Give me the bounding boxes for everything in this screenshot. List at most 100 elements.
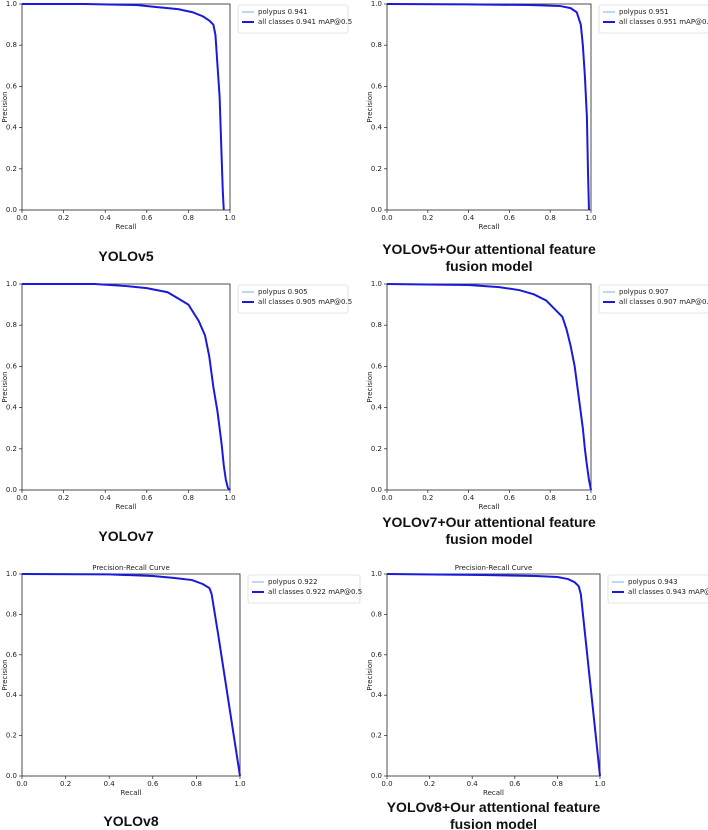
- legend-label: all classes 0.905 mAP@0.5: [258, 298, 352, 306]
- y-tick-label: 0.8: [371, 41, 382, 49]
- y-tick-label: 0.4: [6, 404, 18, 412]
- x-tick-label: 0.2: [422, 494, 433, 502]
- plot-area: [386, 283, 592, 491]
- legend-label: polypus 0.941: [258, 8, 308, 16]
- y-tick-label: 0.6: [371, 651, 383, 659]
- x-tick-label: 1.0: [585, 494, 596, 502]
- legend-label: polypus 0.907: [619, 288, 669, 296]
- y-tick-label: 0.4: [6, 124, 18, 132]
- x-axis-label: Recall: [121, 789, 142, 797]
- x-tick-label: 0.4: [463, 494, 475, 502]
- plot-area: [386, 3, 592, 211]
- y-tick-label: 0.2: [6, 732, 17, 740]
- x-tick-label: 0.6: [504, 214, 516, 222]
- x-tick-label: 0.0: [381, 494, 392, 502]
- plot-area: [386, 573, 601, 777]
- x-tick-label: 0.0: [16, 494, 27, 502]
- plot-area: [21, 283, 231, 491]
- y-tick-label: 0.4: [371, 124, 383, 132]
- x-axis-label: Recall: [116, 223, 137, 231]
- caption: YOLOv7: [98, 528, 154, 544]
- pr-curve: [386, 283, 592, 491]
- x-tick-label: 0.0: [16, 214, 27, 222]
- y-tick-label: 1.0: [6, 0, 17, 8]
- x-tick-label: 0.0: [16, 780, 27, 788]
- x-tick-label: 0.8: [545, 494, 556, 502]
- x-tick-label: 0.2: [58, 494, 69, 502]
- y-tick-label: 0.8: [6, 321, 17, 329]
- y-tick-label: 0.0: [371, 486, 382, 494]
- y-tick-label: 1.0: [371, 0, 382, 8]
- y-axis-label: Precision: [1, 371, 9, 402]
- x-tick-label: 1.0: [224, 494, 235, 502]
- x-tick-label: 0.4: [100, 494, 112, 502]
- x-tick-label: 1.0: [585, 214, 596, 222]
- legend-label: all classes 0.951 mAP@0.5: [619, 18, 708, 26]
- pr-curve: [22, 283, 231, 491]
- caption: YOLOv5+Our attentional feature fusion mo…: [382, 241, 596, 274]
- legend-box: [237, 284, 349, 314]
- x-tick-label: 0.6: [509, 780, 521, 788]
- y-tick-label: 0.4: [6, 691, 18, 699]
- y-tick-label: 0.2: [371, 445, 382, 453]
- legend-label: all classes 0.907 mAP@0.5: [619, 298, 708, 306]
- x-axis-label: Recall: [483, 789, 504, 797]
- pr-curve: [386, 3, 590, 211]
- legend-label: polypus 0.905: [258, 288, 308, 296]
- y-tick-label: 0.0: [371, 772, 382, 780]
- x-tick-label: 0.2: [422, 214, 433, 222]
- x-tick-label: 0.6: [141, 494, 153, 502]
- legend-box: [607, 574, 708, 604]
- y-tick-label: 0.2: [371, 732, 382, 740]
- y-tick-label: 0.8: [371, 321, 382, 329]
- y-axis-label: Precision: [366, 371, 374, 402]
- pr-curve: [22, 3, 225, 211]
- y-tick-label: 0.0: [6, 486, 17, 494]
- x-tick-label: 1.0: [224, 214, 235, 222]
- x-tick-label: 0.2: [424, 780, 435, 788]
- y-tick-label: 0.6: [6, 651, 18, 659]
- x-tick-label: 0.6: [504, 494, 516, 502]
- legend-box: [598, 284, 708, 314]
- legend-label: polypus 0.943: [628, 578, 678, 586]
- plot-area: [21, 573, 241, 777]
- y-tick-label: 0.6: [371, 82, 383, 90]
- y-tick-label: 0.8: [371, 610, 382, 618]
- x-tick-label: 0.2: [60, 780, 71, 788]
- y-tick-label: 0.2: [6, 445, 17, 453]
- x-tick-label: 0.4: [467, 780, 479, 788]
- x-tick-label: 0.4: [100, 214, 112, 222]
- x-tick-label: 0.0: [381, 214, 392, 222]
- caption: YOLOv7+Our attentional feature fusion mo…: [382, 514, 596, 547]
- x-tick-label: 0.8: [545, 214, 556, 222]
- legend-label: polypus 0.951: [619, 8, 669, 16]
- legend-label: all classes 0.943 mAP@0.5: [628, 588, 708, 596]
- caption: YOLOv5: [98, 248, 154, 264]
- legend-label: polypus 0.922: [268, 578, 318, 586]
- legend-label: all classes 0.941 mAP@0.5: [258, 18, 352, 26]
- y-axis-label: Precision: [1, 91, 9, 122]
- chart-title: Precision-Recall Curve: [455, 564, 533, 572]
- legend-box: [247, 574, 361, 604]
- y-tick-label: 0.8: [6, 41, 17, 49]
- y-axis-label: Precision: [1, 659, 9, 690]
- y-tick-label: 0.4: [371, 691, 383, 699]
- x-tick-label: 1.0: [234, 780, 245, 788]
- y-tick-label: 1.0: [371, 280, 382, 288]
- y-tick-label: 0.8: [6, 610, 17, 618]
- y-tick-label: 0.6: [371, 362, 383, 370]
- caption: YOLOv8+Our attentional feature fusion mo…: [386, 799, 601, 830]
- pr-curve: [21, 573, 241, 777]
- y-axis-label: Precision: [366, 91, 374, 122]
- y-tick-label: 0.0: [6, 772, 17, 780]
- plot-area: [21, 3, 231, 211]
- x-tick-label: 0.4: [463, 214, 475, 222]
- y-axis-label: Precision: [366, 659, 374, 690]
- x-axis-label: Recall: [116, 503, 137, 511]
- y-tick-label: 0.2: [6, 165, 17, 173]
- y-tick-label: 0.4: [371, 404, 383, 412]
- legend-box: [237, 4, 349, 34]
- x-tick-label: 0.6: [147, 780, 159, 788]
